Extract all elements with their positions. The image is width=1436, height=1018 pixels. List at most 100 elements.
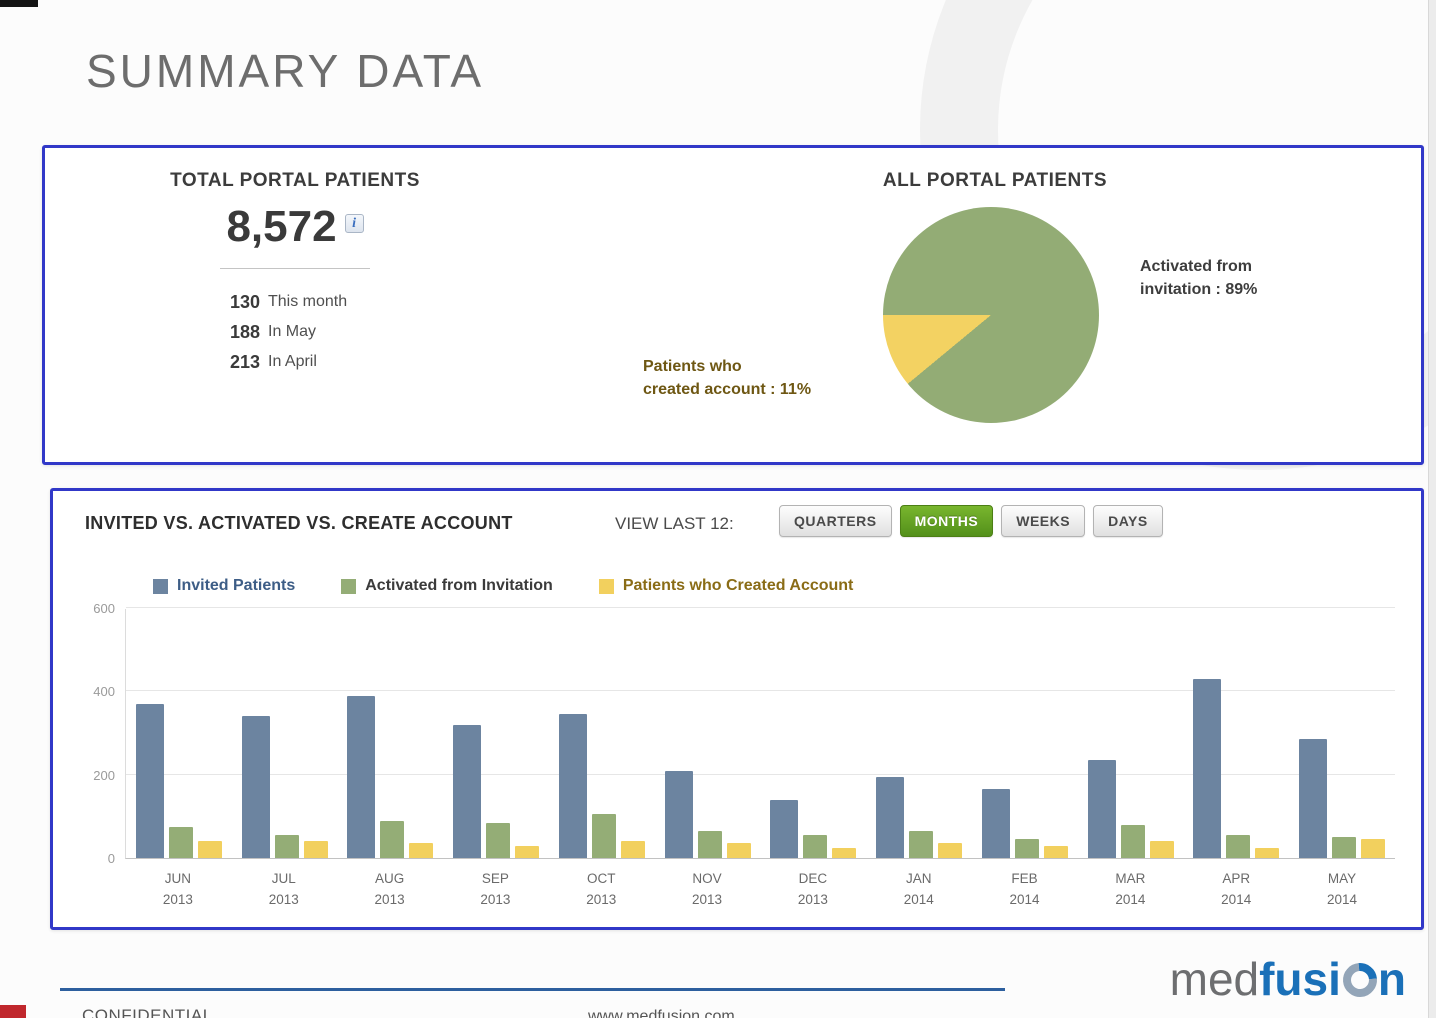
corner-artifact-top-left: [0, 0, 38, 7]
view-range-buttons: QUARTERS MONTHS WEEKS DAYS: [779, 505, 1163, 537]
gridline: [126, 773, 1395, 775]
legend-item-activated: Activated from Invitation: [341, 577, 553, 595]
total-portal-patients-block: TOTAL PORTAL PATIENTS 8,572 i 130 This mo…: [105, 170, 485, 377]
y-tick-label: 200: [93, 767, 115, 783]
total-portal-patients-value-row: 8,572 i: [105, 202, 485, 252]
x-tick-line: 2013: [586, 891, 617, 907]
legend-swatch-invited: [153, 578, 168, 594]
page-title: SUMMARY DATA: [86, 45, 485, 97]
x-tick-line: SEP: [481, 871, 509, 886]
view-button-quarters[interactable]: QUARTERS: [779, 505, 892, 537]
x-tick-label: JAN 2014: [866, 869, 972, 911]
bar-invited-patients: [1299, 739, 1328, 858]
bar-patients-who-created-account: [197, 841, 222, 858]
x-tick-label: MAR 2014: [1077, 869, 1183, 911]
legend-label-activated: Activated from Invitation: [365, 577, 553, 594]
stat-row: 188 In May: [180, 317, 410, 347]
bar-activated-from-invitation: [486, 822, 511, 858]
bar-group-jun-2013: [126, 703, 232, 858]
view-button-months[interactable]: MONTHS: [899, 505, 994, 537]
x-axis-labels: JUN 2013 JUL 2013 AUG 2013 SEP 2013 OCT 2013 NOV 20…: [125, 859, 1395, 911]
stat-value: 188: [229, 322, 260, 342]
info-icon[interactable]: i: [344, 214, 364, 233]
bar-patients-who-created-account: [1255, 847, 1280, 858]
x-axis-spacer: [83, 859, 125, 911]
bar-activated-from-invitation: [1014, 839, 1039, 858]
bar-activated-from-invitation: [274, 835, 299, 858]
stat-row: 213 In April: [180, 347, 410, 377]
bar-invited-patients: [981, 789, 1010, 858]
bar-invited-patients: [241, 716, 270, 858]
medfusion-logo: medfusi n: [1170, 952, 1406, 1006]
confidential-label: CONFIDENTIAL: [82, 1006, 213, 1018]
stat-value: 213: [229, 352, 260, 372]
x-tick-line: MAR: [1115, 871, 1146, 886]
legend-swatch-activated: [341, 578, 357, 594]
x-tick-line: 2014: [1221, 891, 1252, 907]
bar-group-jan-2014: [866, 776, 972, 858]
bar-group-sep-2013: [443, 724, 549, 858]
x-tick-line: 2014: [1327, 891, 1358, 907]
x-tick-label: AUG 2013: [337, 869, 443, 911]
footer-divider: [60, 988, 1005, 991]
invited-panel: INVITED VS. ACTIVATED VS. CREATE ACCOUNT…: [50, 488, 1424, 930]
y-tick-label: 600: [93, 601, 115, 616]
bar-invited-patients: [558, 714, 587, 858]
pie-chart: [883, 207, 1099, 423]
bar-patients-who-created-account: [620, 841, 645, 858]
bar-group-mar-2014: [1078, 760, 1184, 858]
legend-label-created: Patients who Created Account: [622, 577, 854, 594]
x-tick-label: DEC 2013: [760, 869, 866, 911]
bar-group-nov-2013: [655, 770, 761, 858]
bar-activated-from-invitation: [803, 835, 828, 858]
x-tick-label: JUN 2013: [125, 869, 231, 911]
bar-group-dec-2013: [761, 799, 867, 858]
bar-patients-who-created-account: [832, 847, 857, 858]
bar-invited-patients: [1087, 760, 1116, 858]
x-tick-line: MAY: [1327, 871, 1357, 886]
bar-patients-who-created-account: [1043, 845, 1068, 858]
x-tick-line: AUG: [374, 871, 405, 886]
total-portal-patients-value: 8,572: [226, 202, 337, 251]
x-tick-line: JAN: [905, 871, 932, 886]
x-tick-line: 2014: [1115, 891, 1146, 907]
bar-patients-who-created-account: [938, 843, 963, 858]
bar-patients-who-created-account: [1361, 839, 1386, 858]
bar-patients-who-created-account: [1149, 841, 1174, 858]
corner-artifact-bottom-left: [0, 1005, 26, 1018]
bar-patients-who-created-account: [726, 843, 751, 858]
bar-group-oct-2013: [549, 714, 655, 858]
bar-activated-from-invitation: [380, 820, 405, 858]
x-tick-line: 2014: [903, 891, 934, 907]
x-tick-label: JUL 2013: [231, 869, 337, 911]
bar-activated-from-invitation: [697, 830, 722, 858]
gridline: [126, 690, 1395, 692]
x-tick-label: OCT 2013: [548, 869, 654, 911]
all-portal-patients-title: ALL PORTAL PATIENTS: [882, 170, 1108, 191]
x-tick-line: DEC: [798, 871, 828, 886]
x-tick-label: MAY 2014: [1289, 869, 1395, 911]
total-divider: [220, 268, 370, 269]
logo-med: med: [1169, 953, 1260, 1005]
total-portal-patients-label: TOTAL PORTAL PATIENTS: [170, 170, 420, 191]
legend-swatch-created: [598, 578, 614, 594]
chart-legend: Invited Patients Activated from Invitati…: [153, 577, 853, 595]
legend-label-invited: Invited Patients: [177, 577, 296, 594]
bar-invited-patients: [1193, 678, 1222, 858]
view-button-weeks[interactable]: WEEKS: [1001, 505, 1086, 537]
bar-invited-patients: [770, 799, 799, 858]
footer-url: www.medfusion.com: [588, 1008, 735, 1018]
bar-invited-patients: [664, 770, 693, 858]
x-tick-label: NOV 2013: [654, 869, 760, 911]
x-tick-label: APR 2014: [1183, 869, 1289, 911]
right-edge-strip: [1428, 0, 1436, 1018]
bar-activated-from-invitation: [1226, 835, 1251, 858]
stat-label: This month: [268, 293, 348, 310]
view-button-days[interactable]: DAYS: [1093, 505, 1163, 537]
stat-value: 130: [229, 292, 260, 312]
stats-list: 130 This month 188 In May 213 In April: [180, 287, 410, 377]
bar-chart: 0 200 400 600 JUN 2013 JUL 2013 AUG 2013 SEP 2013 O…: [83, 601, 1395, 911]
y-tick-label: 400: [93, 684, 115, 700]
logo-n: n: [1377, 953, 1406, 1005]
bar-invited-patients: [135, 703, 164, 858]
